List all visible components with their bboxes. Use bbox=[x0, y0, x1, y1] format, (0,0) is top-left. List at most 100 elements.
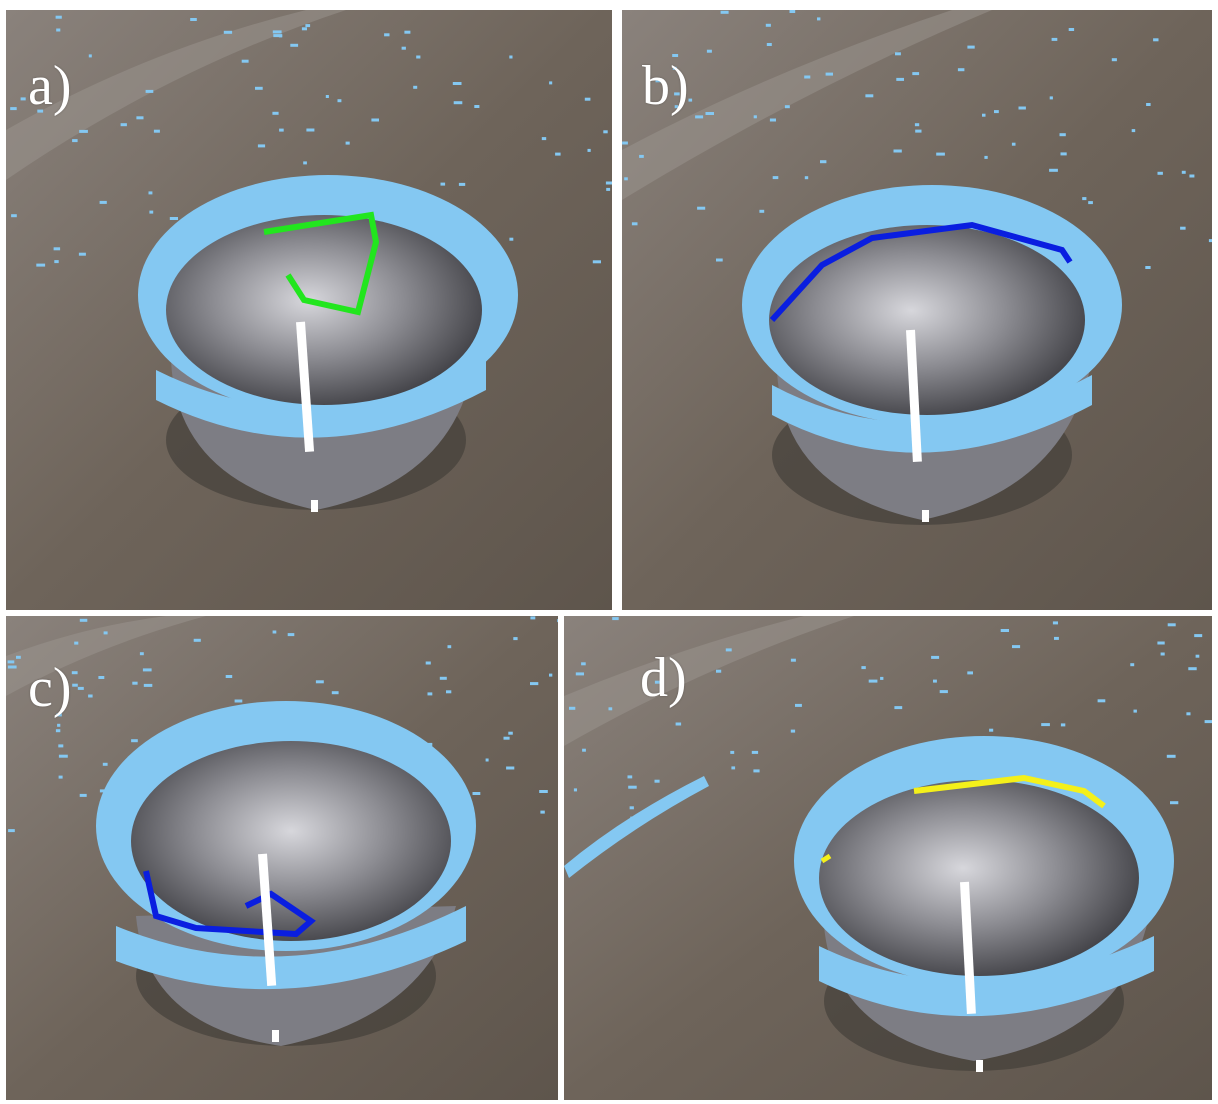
point-speck bbox=[865, 94, 874, 98]
point-speck bbox=[982, 113, 986, 117]
point-speck bbox=[540, 810, 545, 814]
point-speck bbox=[967, 45, 975, 49]
point-speck bbox=[103, 631, 108, 635]
point-speck bbox=[303, 161, 307, 165]
point-speck bbox=[273, 34, 283, 38]
panel-label: a) bbox=[28, 55, 72, 117]
point-speck bbox=[7, 665, 17, 669]
point-speck bbox=[56, 713, 62, 717]
point-speck bbox=[506, 766, 515, 770]
point-speck bbox=[541, 137, 547, 141]
point-speck bbox=[784, 105, 790, 109]
point-speck bbox=[345, 141, 350, 145]
point-speck bbox=[624, 177, 628, 181]
point-speck bbox=[241, 59, 249, 63]
point-speck bbox=[193, 638, 201, 642]
rock-ridge bbox=[564, 616, 854, 746]
point-speck bbox=[413, 85, 418, 89]
axis-base bbox=[976, 1060, 983, 1072]
point-speck bbox=[1167, 623, 1176, 627]
point-speck bbox=[53, 247, 61, 251]
detected-edge-blue bbox=[769, 221, 1073, 323]
point-speck bbox=[79, 618, 88, 622]
point-speck bbox=[716, 258, 723, 262]
point-speck bbox=[557, 619, 558, 623]
panel-label: b) bbox=[642, 55, 689, 117]
point-speck bbox=[1054, 636, 1059, 640]
point-speck bbox=[143, 683, 153, 687]
point-speck bbox=[272, 30, 282, 34]
point-speck bbox=[404, 30, 411, 34]
rim-points-front bbox=[819, 936, 1154, 1017]
point-speck bbox=[1188, 667, 1197, 671]
point-speck bbox=[730, 750, 735, 754]
panel-b: b) bbox=[622, 10, 1212, 610]
axis-line bbox=[258, 853, 277, 986]
point-speck bbox=[530, 616, 536, 620]
point-speck bbox=[153, 129, 160, 133]
rim-points-stray bbox=[564, 776, 709, 878]
point-speck bbox=[573, 788, 577, 792]
point-speck bbox=[255, 86, 263, 90]
point-speck bbox=[287, 633, 295, 637]
panel-d: d) bbox=[564, 616, 1212, 1100]
point-speck bbox=[10, 107, 17, 111]
point-speck bbox=[55, 729, 61, 733]
point-speck bbox=[1018, 106, 1026, 110]
point-speck bbox=[569, 706, 576, 710]
point-speck bbox=[608, 707, 613, 711]
point-speck bbox=[587, 148, 591, 152]
axis-base bbox=[272, 1030, 279, 1042]
point-speck bbox=[509, 55, 513, 59]
point-speck bbox=[149, 210, 154, 214]
point-speck bbox=[539, 790, 548, 793]
point-speck bbox=[592, 260, 601, 264]
point-speck bbox=[915, 129, 922, 133]
point-speck bbox=[88, 54, 92, 58]
point-speck bbox=[1194, 634, 1203, 638]
point-speck bbox=[674, 105, 679, 109]
axis-line bbox=[296, 321, 315, 452]
point-speck bbox=[1000, 629, 1009, 632]
point-speck bbox=[549, 673, 553, 677]
point-speck bbox=[8, 829, 15, 833]
point-speck bbox=[654, 680, 662, 684]
point-speck bbox=[655, 79, 662, 83]
point-speck bbox=[337, 99, 342, 103]
rock-ridge bbox=[6, 10, 346, 180]
point-speck bbox=[1208, 239, 1212, 243]
point-speck bbox=[77, 686, 84, 690]
point-speck bbox=[131, 739, 138, 743]
axis-line bbox=[960, 881, 976, 1015]
point-speck bbox=[931, 655, 940, 659]
point-speck bbox=[58, 744, 64, 748]
point-speck bbox=[7, 660, 15, 664]
point-speck bbox=[582, 748, 586, 752]
point-speck bbox=[1049, 96, 1053, 100]
point-speck bbox=[790, 658, 796, 662]
point-speck bbox=[769, 118, 776, 122]
point-speck bbox=[895, 52, 901, 56]
point-speck bbox=[772, 176, 779, 180]
point-speck bbox=[936, 152, 945, 156]
point-speck bbox=[1204, 720, 1212, 724]
point-speck bbox=[1097, 699, 1106, 703]
point-speck bbox=[1051, 37, 1058, 41]
point-speck bbox=[1146, 103, 1151, 106]
pit-cavity bbox=[131, 741, 451, 941]
point-speck bbox=[675, 722, 682, 726]
point-speck bbox=[789, 10, 796, 13]
point-speck bbox=[88, 694, 93, 698]
point-speck bbox=[716, 669, 722, 673]
point-speck bbox=[458, 182, 466, 186]
axis-base bbox=[311, 500, 318, 512]
point-speck bbox=[766, 43, 772, 46]
point-speck bbox=[513, 637, 518, 641]
point-speck bbox=[725, 648, 732, 652]
point-speck bbox=[555, 152, 561, 156]
point-speck bbox=[688, 98, 693, 102]
point-speck bbox=[825, 72, 833, 76]
point-speck bbox=[142, 668, 152, 672]
point-speck bbox=[78, 252, 86, 256]
point-speck bbox=[753, 115, 757, 119]
